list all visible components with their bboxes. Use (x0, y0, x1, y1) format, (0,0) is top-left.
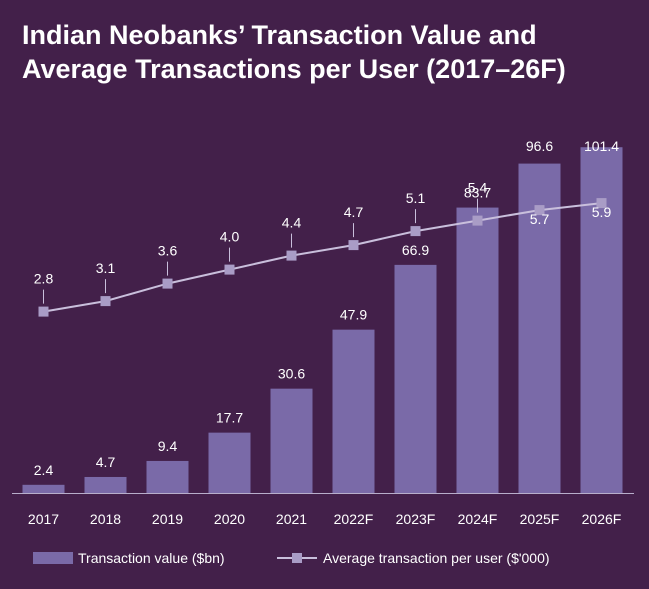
bar-value-label-2025F: 96.6 (526, 138, 553, 154)
legend-label-average-transaction: Average transaction per user ($'000) (323, 550, 550, 566)
line-value-label-2025F: 5.7 (530, 211, 550, 227)
labels-layer: 2.4 4.7 9.4 17.7 30.6 47.9 66.9 83.7 96.6 101.4 2.… (34, 138, 619, 478)
line-marker-2025F (534, 205, 545, 216)
x-tick-label-2018: 2018 (90, 511, 121, 527)
bar-2020 (208, 432, 251, 493)
line-value-label-2024F: 5.4 (468, 180, 488, 196)
line-marker-2020 (224, 264, 235, 275)
bar-value-label-2018: 4.7 (96, 454, 116, 470)
chart-title-line-2: Average Transactions per User (2017–26F) (22, 54, 566, 84)
bar-2021 (270, 388, 313, 493)
line-value-label-2019: 3.6 (158, 243, 178, 259)
chart-title-line-1: Indian Neobanks’ Transaction Value and (22, 20, 537, 50)
bar-value-label-2020: 17.7 (216, 410, 243, 426)
legend-marker-average-transaction (292, 553, 302, 563)
bar-2018 (84, 476, 127, 493)
x-tick-label-2023F: 2023F (396, 511, 436, 527)
bar-value-label-2024F: 83.7 (464, 185, 491, 201)
line-marker-2021 (286, 250, 297, 261)
chart-title: Indian Neobanks’ Transaction Value and A… (22, 18, 622, 86)
line-marker-2018 (100, 296, 111, 307)
x-tick-label-2025F: 2025F (520, 511, 560, 527)
line-marker-2017 (38, 306, 49, 317)
x-tick-label-2026F: 2026F (582, 511, 622, 527)
line-marker-2023F (410, 226, 421, 237)
bar-2019 (146, 460, 189, 493)
x-axis: 2017 2018 2019 2020 2021 2022F 2023F 2024F 2025F… (12, 493, 634, 527)
line-layer (38, 198, 607, 317)
line-value-label-2018: 3.1 (96, 260, 116, 276)
line-marker-2026F (596, 198, 607, 209)
x-tick-label-2019: 2019 (152, 511, 183, 527)
bar-value-label-2026F: 101.4 (584, 138, 619, 154)
bar-2025F (518, 163, 561, 493)
bar-value-label-2023F: 66.9 (402, 242, 429, 258)
line-value-label-2017: 2.8 (34, 271, 54, 287)
bar-2017 (22, 484, 65, 493)
x-tick-label-2024F: 2024F (458, 511, 498, 527)
legend: Transaction value ($bn) Average transacti… (33, 550, 550, 566)
bar-value-label-2022F: 47.9 (340, 307, 367, 323)
bar-value-label-2019: 9.4 (158, 438, 178, 454)
bar-2023F (394, 264, 437, 493)
x-tick-label-2021: 2021 (276, 511, 307, 527)
line-value-label-2023F: 5.1 (406, 190, 426, 206)
line-value-label-2022F: 4.7 (344, 204, 364, 220)
line-marker-2022F (348, 240, 359, 251)
x-tick-label-2017: 2017 (28, 511, 59, 527)
x-tick-label-2022F: 2022F (334, 511, 374, 527)
bars-layer (22, 147, 623, 493)
legend-swatch-transaction-value (33, 552, 73, 564)
bar-2024F (456, 207, 499, 493)
line-marker-2019 (162, 278, 173, 289)
line-series-average-transaction (43, 202, 602, 313)
x-tick-label-2020: 2020 (214, 511, 245, 527)
line-value-label-2021: 4.4 (282, 215, 302, 231)
line-marker-2024F (472, 215, 483, 226)
bar-2022F (332, 329, 375, 493)
bar-value-label-2021: 30.6 (278, 366, 305, 382)
line-value-label-2026F: 5.9 (592, 204, 612, 220)
bar-value-label-2017: 2.4 (34, 462, 54, 478)
line-value-label-2020: 4.0 (220, 229, 240, 245)
legend-label-transaction-value: Transaction value ($bn) (78, 550, 225, 566)
